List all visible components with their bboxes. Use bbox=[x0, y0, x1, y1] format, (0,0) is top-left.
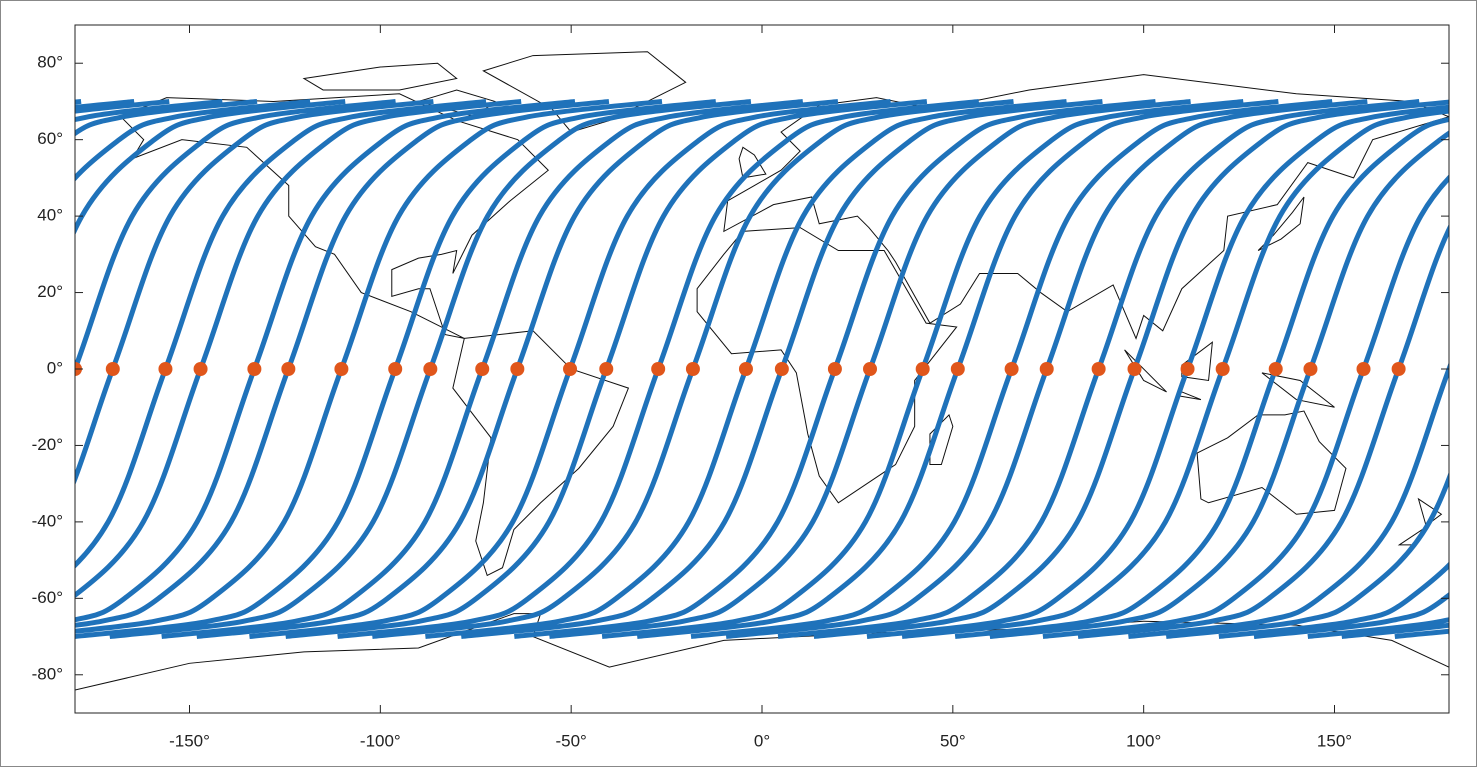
arctic-islands bbox=[304, 63, 495, 117]
equator-crossing bbox=[1215, 362, 1230, 376]
x-tick-label: -50° bbox=[555, 731, 586, 750]
equator-crossing bbox=[193, 362, 208, 376]
y-tick-label: -20° bbox=[32, 435, 63, 454]
y-tick-label: 20° bbox=[37, 282, 63, 301]
equator-crossing bbox=[510, 362, 525, 376]
equator-crossing bbox=[599, 362, 614, 376]
equator-crossing bbox=[247, 362, 262, 376]
equator-crossing bbox=[1004, 362, 1019, 376]
madagascar bbox=[930, 415, 953, 465]
y-tick-label: 60° bbox=[37, 129, 63, 148]
equator-crossing bbox=[738, 362, 753, 376]
y-tick-label: 80° bbox=[37, 53, 63, 72]
x-tick-label: 50° bbox=[940, 731, 966, 750]
y-tick-label: -40° bbox=[32, 511, 63, 530]
equator-crossing bbox=[1356, 362, 1371, 376]
equator-crossing bbox=[1039, 362, 1054, 376]
equator-crossing bbox=[563, 362, 578, 376]
y-tick-label: -60° bbox=[32, 588, 63, 607]
x-tick-label: -150° bbox=[169, 731, 210, 750]
x-tick-label: -100° bbox=[360, 731, 401, 750]
equator-crossing bbox=[685, 362, 700, 376]
dot-layer bbox=[75, 362, 1406, 376]
equator-crossing bbox=[950, 362, 965, 376]
y-tick-label: 40° bbox=[37, 206, 63, 225]
equator-crossing bbox=[863, 362, 878, 376]
equator-crossing bbox=[281, 362, 296, 376]
equator-crossing bbox=[915, 362, 930, 376]
y-tick-label: 0° bbox=[47, 358, 63, 377]
y-tick-label: -80° bbox=[32, 664, 63, 683]
equator-crossing bbox=[651, 362, 666, 376]
equator-crossing bbox=[774, 362, 789, 376]
southeast-asia-islands bbox=[1125, 342, 1335, 407]
eurasia bbox=[724, 75, 1449, 339]
equator-crossing bbox=[423, 362, 438, 376]
equator-crossing bbox=[475, 362, 490, 376]
japan bbox=[1258, 197, 1304, 251]
x-tick-label: 150° bbox=[1317, 731, 1352, 750]
equator-crossing bbox=[1180, 362, 1195, 376]
equator-crossing bbox=[1268, 362, 1283, 376]
equator-crossing bbox=[158, 362, 173, 376]
equator-crossing bbox=[1303, 362, 1318, 376]
plot-area bbox=[75, 52, 1449, 690]
equator-crossing bbox=[105, 362, 120, 376]
equator-crossing bbox=[334, 362, 349, 376]
axes: -150° -100° -50° 0° 50° 100° 150° -80° -60° -40° -… bbox=[32, 25, 1449, 750]
equator-crossing bbox=[1391, 362, 1406, 376]
uk bbox=[739, 147, 766, 178]
equator-crossing bbox=[1091, 362, 1106, 376]
equator-crossing bbox=[388, 362, 403, 376]
x-tick-label: 100° bbox=[1126, 731, 1161, 750]
x-tick-label: 0° bbox=[754, 731, 770, 750]
equator-crossing bbox=[1127, 362, 1142, 376]
equator-crossing bbox=[827, 362, 842, 376]
